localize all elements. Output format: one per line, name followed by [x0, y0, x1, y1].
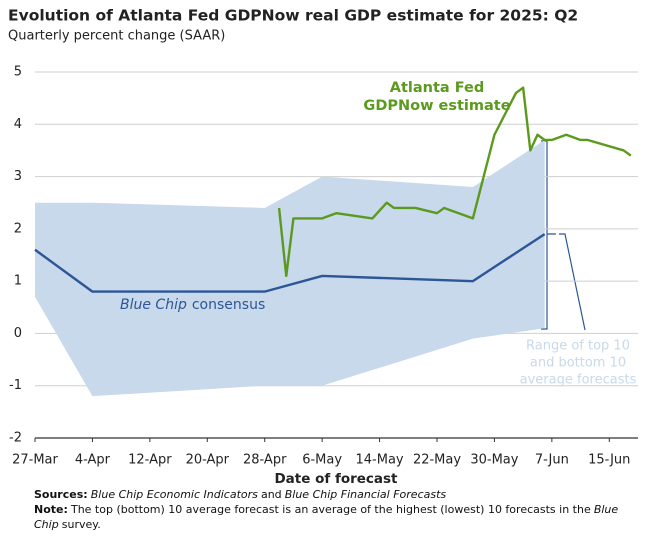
series-label: Range of top 10	[526, 339, 630, 354]
footer-text: Blue Chip	[34, 503, 619, 531]
y-tick-label: 2	[14, 221, 22, 236]
footer-text: The top (bottom) 10 average forecast is …	[70, 503, 591, 516]
x-axis-label: Date of forecast	[274, 471, 398, 485]
x-tick-label: 6-May	[302, 453, 342, 468]
note: Note: The top (bottom) 10 average forecas…	[34, 502, 644, 532]
series-line	[277, 86, 632, 278]
sources: Sources: Blue Chip Economic Indicators and…	[34, 487, 644, 502]
y-tick-label: -1	[9, 378, 22, 393]
y-tick-label: 4	[14, 117, 22, 132]
bracket	[541, 140, 586, 331]
range-band	[35, 139, 545, 397]
y-tick-label: 1	[14, 274, 22, 289]
series-label: GDPNow estimate	[363, 98, 510, 114]
footer-text: survey.	[61, 518, 101, 531]
x-tick-label: 15-Jun	[588, 453, 630, 468]
y-tick-label: 5	[14, 65, 22, 80]
x-tick-label: 30-May	[470, 453, 518, 468]
x-tick-label: 27-Mar	[12, 453, 58, 468]
series-label: and bottom 10	[530, 356, 626, 371]
x-tick-label: 7-Jun	[535, 453, 569, 468]
series-line	[34, 233, 546, 293]
footer-text: Blue Chip Economic Indicators	[90, 488, 258, 501]
series-label-text: consensus	[192, 297, 265, 313]
chart-title: Evolution of Atlanta Fed GDPNow real GDP…	[8, 7, 578, 25]
chart-subtitle: Quarterly percent change (SAAR)	[8, 29, 225, 44]
series-label: Atlanta Fed	[390, 80, 485, 96]
x-tick-label: 22-May	[413, 453, 461, 468]
footer: Sources: Blue Chip Economic Indicators and…	[34, 487, 644, 532]
y-tick-label: 0	[14, 326, 22, 341]
footer-label: Sources:	[34, 488, 88, 501]
footer-text: and	[260, 488, 282, 501]
y-tick-label: -2	[9, 431, 22, 446]
footer-text: Blue Chip Financial Forecasts	[284, 488, 447, 501]
footer-label: Note:	[34, 503, 68, 516]
chart: Evolution of Atlanta Fed GDPNow real GDP…	[8, 7, 638, 485]
series-label: Blue Chip consensus	[120, 297, 265, 313]
x-tick-label: 14-May	[356, 453, 404, 468]
y-tick-label: 3	[14, 169, 22, 184]
range-bracket	[541, 140, 586, 331]
x-tick-label: 20-Apr	[186, 453, 230, 468]
x-tick-label: 4-Apr	[75, 453, 111, 468]
x-tick-label: 28-Apr	[243, 453, 287, 468]
series-label: average forecasts	[520, 373, 637, 388]
series-label-italic: Blue Chip	[120, 297, 187, 313]
x-tick-label: 12-Apr	[128, 453, 172, 468]
